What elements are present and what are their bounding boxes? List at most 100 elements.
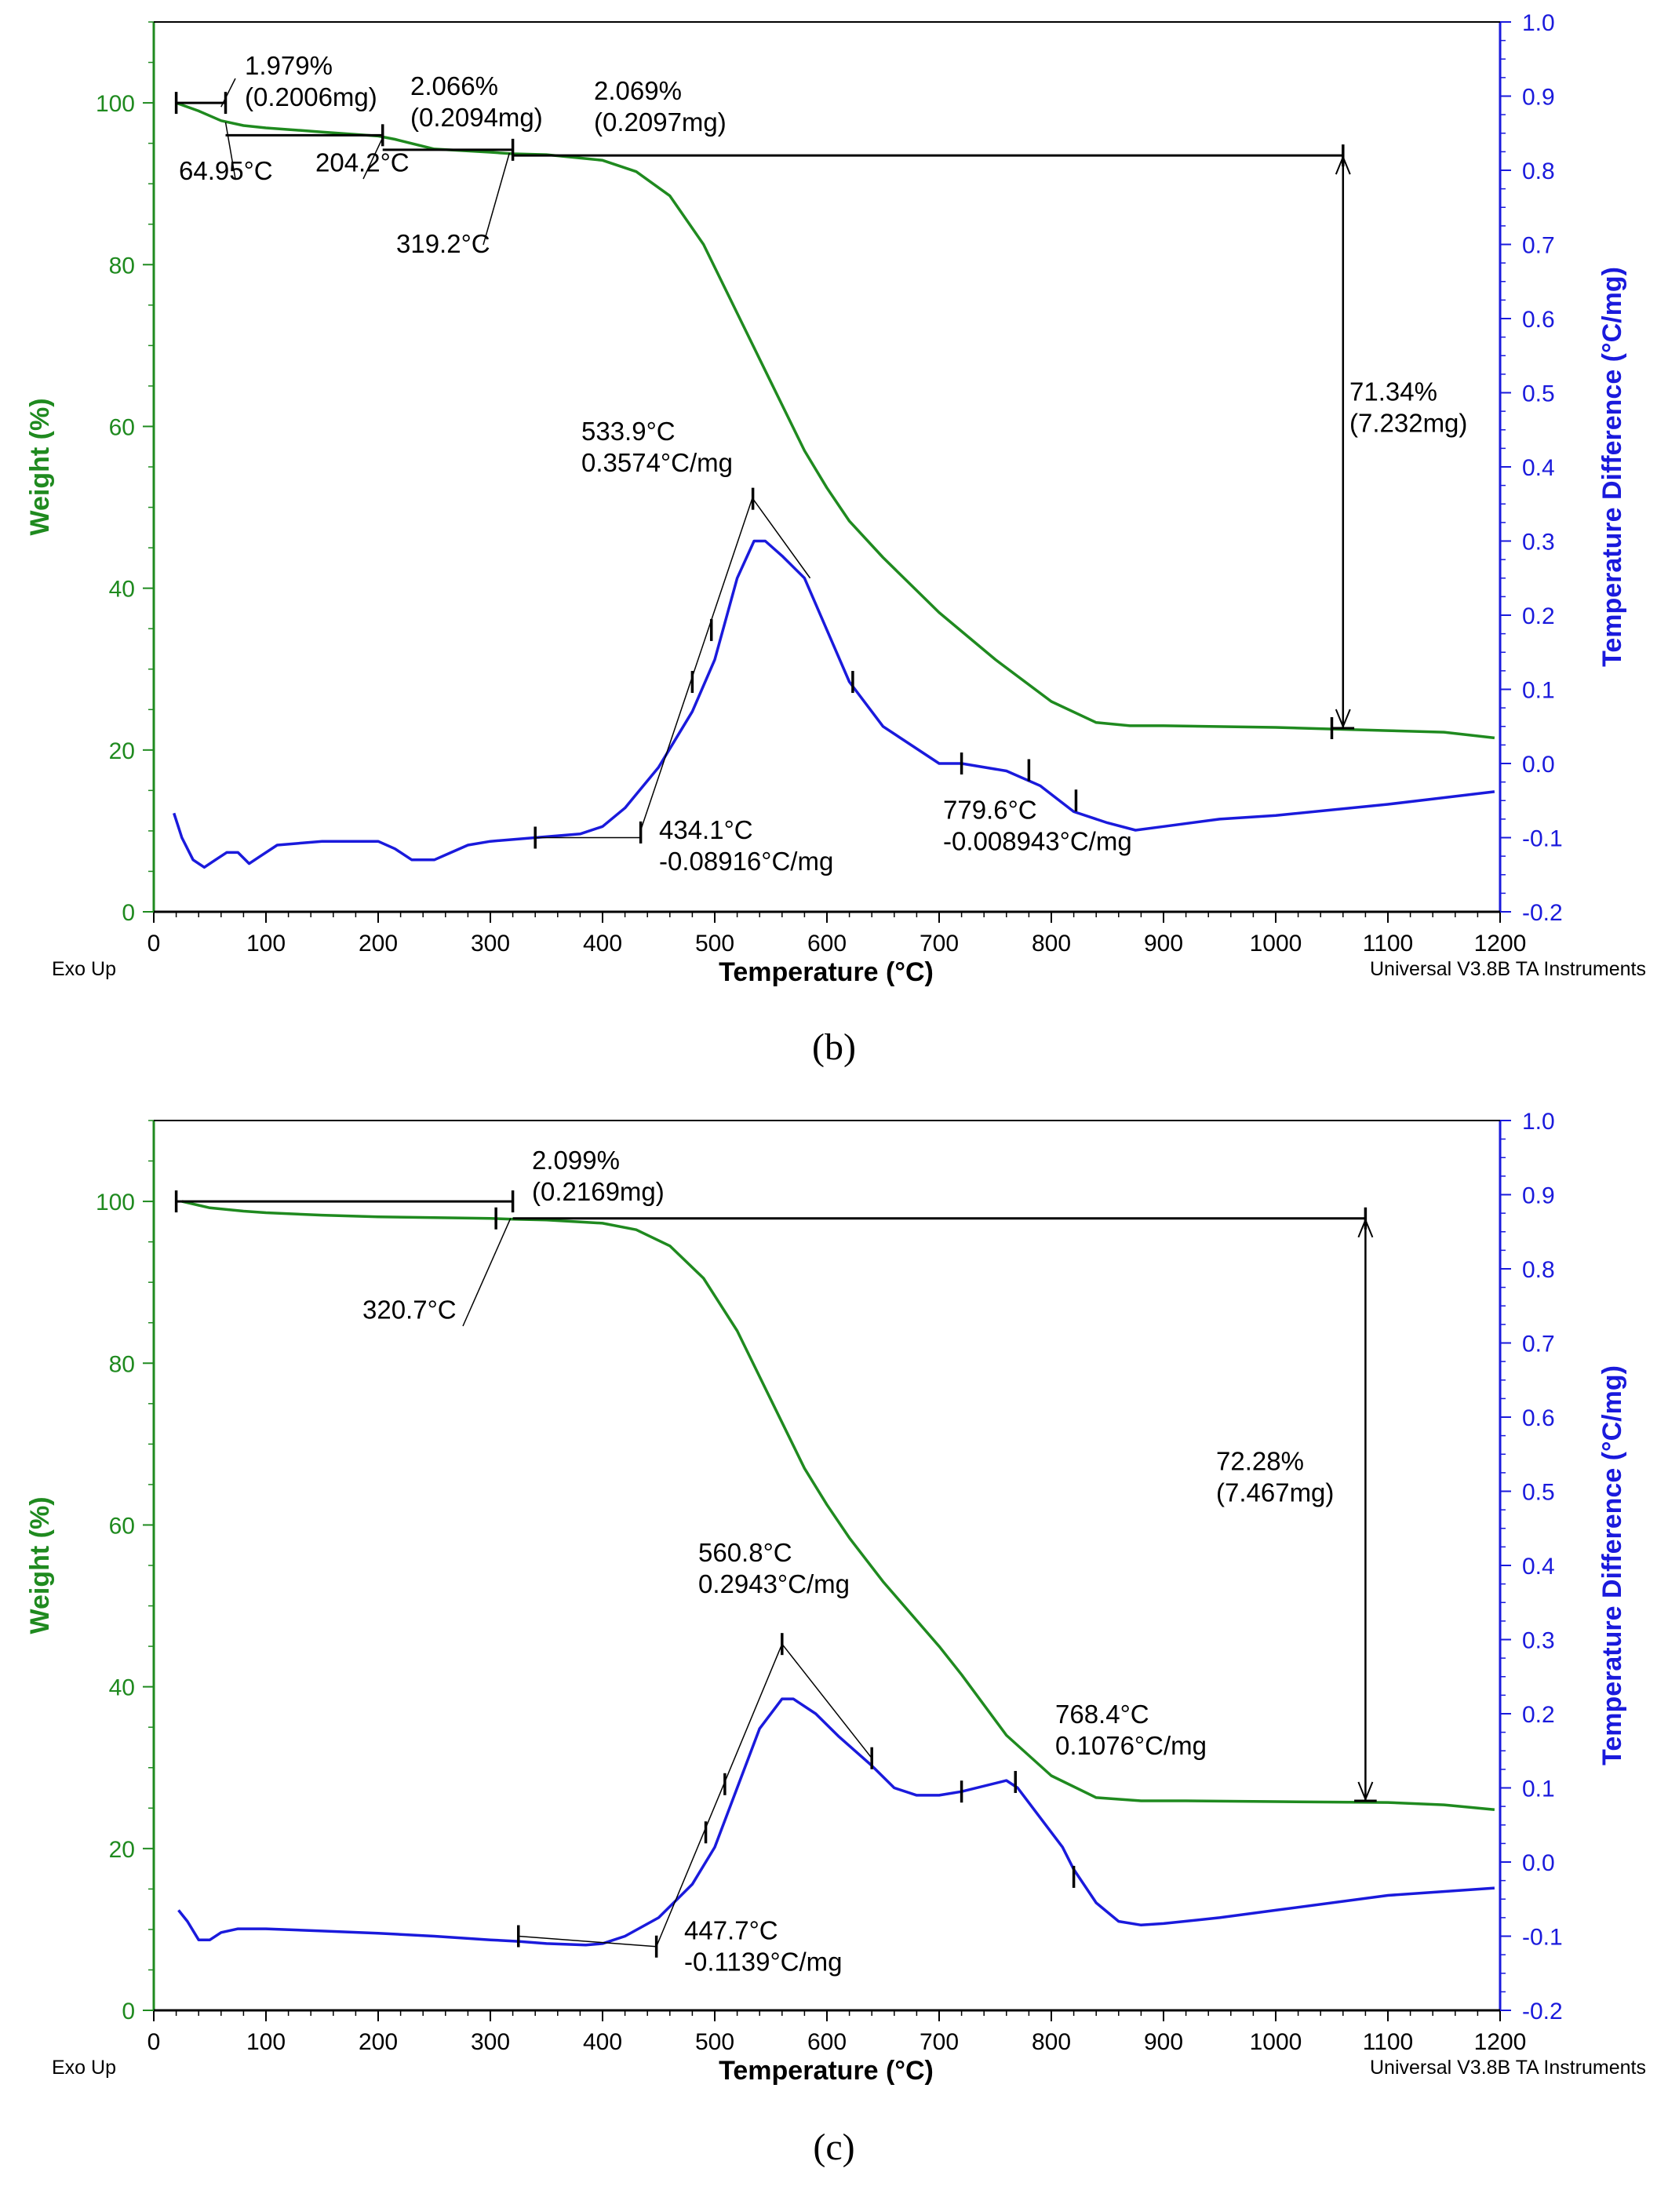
weight-curve [176, 101, 1495, 740]
y-right-axis-label: Temperature Difference (°C/mg) [1597, 267, 1627, 667]
annotation-label: 447.7°C [684, 1915, 778, 1944]
x-tick-label: 1200 [1474, 2029, 1527, 2055]
x-axis-label: Temperature (°C) [719, 957, 934, 987]
y-right-tick-label: 0.5 [1522, 1480, 1555, 1506]
annotation-label: 72.28% [1216, 1446, 1304, 1475]
x-tick-label: 0 [147, 931, 161, 957]
y-right-tick-label: 0.0 [1522, 1850, 1555, 1876]
annotation-label-line2: (7.232mg) [1349, 408, 1467, 437]
y-left-axis-label: Weight (%) [25, 398, 55, 535]
panel-label: (b) [812, 1026, 856, 1068]
annotation-label: 434.1°C [659, 815, 753, 844]
y-right-tick-label: 1.0 [1522, 1109, 1555, 1135]
y-right-tick-label: 0.0 [1522, 752, 1555, 778]
annotation-label: 319.2°C [396, 229, 490, 258]
x-tick-label: 300 [471, 931, 510, 957]
y-left-tick-label: 20 [109, 1837, 135, 1863]
annotation-leader-line [362, 137, 384, 180]
annotation-leader-line [224, 122, 236, 180]
x-tick-label: 100 [246, 931, 286, 957]
annotation-label: 2.099% [532, 1146, 620, 1175]
annotation-label: 71.34% [1349, 377, 1437, 406]
y-left-tick-label: 20 [109, 738, 135, 764]
annotation-arrowhead [1335, 155, 1351, 175]
y-right-tick-label: 0.8 [1522, 1257, 1555, 1283]
y-left-tick-label: 40 [109, 577, 135, 603]
x-tick-label: 800 [1032, 2029, 1071, 2055]
footer-exo-up: Exo Up [52, 958, 116, 980]
y-left-tick-label: 80 [109, 253, 135, 279]
x-tick-label: 700 [920, 2029, 959, 2055]
annotation-leader-line [639, 496, 754, 831]
x-tick-label: 0 [147, 2029, 161, 2055]
y-right-tick-label: 0.4 [1522, 455, 1555, 481]
annotation-label-line2: (0.2094mg) [410, 103, 543, 132]
x-tick-label: 1100 [1363, 2029, 1414, 2055]
annotation-label: 2.066% [410, 71, 498, 100]
annotation-arrowhead [1357, 1781, 1374, 1802]
annotation-label-line2: 0.2943°C/mg [698, 1569, 850, 1598]
x-tick-label: 700 [920, 931, 959, 957]
panel-label: (c) [813, 2126, 854, 2168]
chart-panel-c: 0 100 200 300 400 500 600 700 800 900 1000 1100 1200… [25, 1109, 1646, 2168]
annotation-leader-line [483, 152, 511, 246]
y-right-tick-label: -0.1 [1522, 826, 1563, 852]
y-right-tick-label: 0.1 [1522, 1777, 1555, 1802]
y-right-tick-label: -0.2 [1522, 1999, 1563, 2024]
annotation-label: 204.2°C [315, 148, 410, 177]
y-right-tick-label: 0.3 [1522, 530, 1555, 556]
y-right-tick-label: 0.7 [1522, 233, 1555, 259]
y-left-tick-label: 0 [122, 900, 135, 926]
annotation-label: 64.95°C [179, 156, 273, 185]
y-right-tick-label: -0.2 [1522, 900, 1563, 926]
annotation-leader-line [518, 1935, 657, 1948]
footer-instrument: Universal V3.8B TA Instruments [1370, 2057, 1646, 2079]
x-tick-label: 200 [359, 931, 398, 957]
temperature-difference-curve [173, 539, 1495, 869]
annotation-leader-line [781, 1643, 872, 1759]
y-left-tick-label: 0 [122, 1999, 135, 2024]
annotation-label: 560.8°C [698, 1538, 792, 1567]
x-tick-label: 400 [583, 931, 622, 957]
y-right-tick-label: 0.7 [1522, 1332, 1555, 1357]
chart-panel-b: 0 100 200 300 400 500 600 700 800 900 1000 1100 1200… [25, 10, 1646, 1068]
y-left-tick-label: 100 [96, 1190, 135, 1215]
x-tick-label: 900 [1144, 931, 1183, 957]
weight-curve [181, 1200, 1495, 1812]
annotation-arrowhead [1335, 709, 1351, 729]
y-right-tick-label: 1.0 [1522, 10, 1555, 36]
y-left-tick-label: 60 [109, 414, 135, 440]
x-tick-label: 400 [583, 2029, 622, 2055]
annotation-leader-line [220, 78, 236, 108]
annotation-label-line2: -0.08916°C/mg [659, 847, 833, 876]
annotation-label-line2: (0.2006mg) [245, 82, 377, 111]
annotation-label-line2: (0.2097mg) [594, 108, 727, 137]
y-left-tick-label: 40 [109, 1675, 135, 1701]
annotation-label: 768.4°C [1055, 1700, 1149, 1729]
y-right-axis-label: Temperature Difference (°C/mg) [1597, 1365, 1627, 1766]
annotation-leader-line [655, 1643, 783, 1948]
annotation-label: 779.6°C [943, 795, 1037, 824]
annotation-leader-line [462, 1218, 512, 1327]
x-tick-label: 800 [1032, 931, 1071, 957]
annotation-leader-line [752, 498, 811, 579]
annotation-label-line2: -0.1139°C/mg [684, 1947, 843, 1976]
annotation-label-line2: -0.008943°C/mg [943, 826, 1132, 855]
x-tick-label: 600 [807, 2029, 847, 2055]
y-right-tick-label: 0.1 [1522, 678, 1555, 704]
x-tick-label: 500 [695, 2029, 734, 2055]
x-tick-label: 1000 [1250, 2029, 1302, 2055]
y-right-tick-label: 0.2 [1522, 1702, 1555, 1728]
x-tick-label: 1200 [1474, 931, 1527, 957]
y-right-tick-label: 0.3 [1522, 1628, 1555, 1654]
annotation-label-line2: (0.2169mg) [532, 1177, 665, 1206]
y-right-tick-label: 0.6 [1522, 1405, 1555, 1431]
y-right-tick-label: -0.1 [1522, 1925, 1563, 1951]
y-right-tick-label: 0.9 [1522, 1183, 1555, 1209]
x-tick-label: 500 [695, 931, 734, 957]
annotation-label-line2: (7.467mg) [1216, 1478, 1334, 1507]
annotation-label: 1.979% [245, 51, 333, 80]
y-left-tick-label: 100 [96, 91, 135, 117]
x-tick-label: 600 [807, 931, 847, 957]
x-tick-label: 1000 [1250, 931, 1302, 957]
